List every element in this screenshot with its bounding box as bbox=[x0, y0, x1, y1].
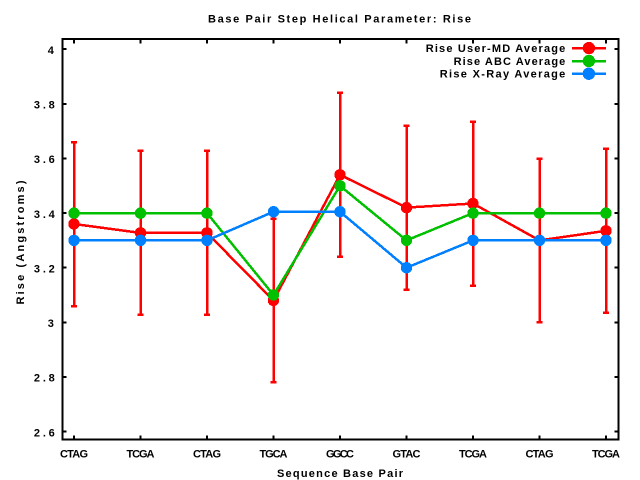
svg-text:Sequence Base Pair: Sequence Base Pair bbox=[277, 468, 404, 480]
svg-text:3.4: 3.4 bbox=[34, 209, 56, 221]
svg-text:TCGA: TCGA bbox=[459, 449, 487, 461]
svg-text:CTAG: CTAG bbox=[60, 449, 88, 461]
svg-text:3.2: 3.2 bbox=[34, 263, 55, 275]
svg-text:TGCA: TGCA bbox=[260, 449, 288, 461]
svg-text:Rise X-Ray Average: Rise X-Ray Average bbox=[440, 69, 566, 81]
svg-text:Rise (Angstroms): Rise (Angstroms) bbox=[15, 180, 27, 304]
svg-text:GTAC: GTAC bbox=[393, 449, 421, 461]
svg-text:3.8: 3.8 bbox=[34, 100, 55, 112]
svg-text:2.6: 2.6 bbox=[34, 427, 55, 439]
svg-text:2.8: 2.8 bbox=[34, 373, 55, 385]
svg-text:GGCC: GGCC bbox=[326, 449, 354, 461]
svg-text:TCGA: TCGA bbox=[592, 449, 620, 461]
svg-text:TCGA: TCGA bbox=[127, 449, 155, 461]
svg-text:Rise User-MD Average: Rise User-MD Average bbox=[426, 43, 566, 55]
svg-text:CTAG: CTAG bbox=[526, 449, 554, 461]
svg-text:Base Pair Step Helical Paramet: Base Pair Step Helical Parameter: Rise bbox=[208, 14, 471, 26]
svg-text:3: 3 bbox=[48, 318, 54, 330]
svg-text:CTAG: CTAG bbox=[193, 449, 221, 461]
svg-text:Rise ABC Average: Rise ABC Average bbox=[454, 56, 566, 68]
svg-text:4: 4 bbox=[48, 45, 55, 57]
svg-text:3.6: 3.6 bbox=[34, 154, 55, 166]
